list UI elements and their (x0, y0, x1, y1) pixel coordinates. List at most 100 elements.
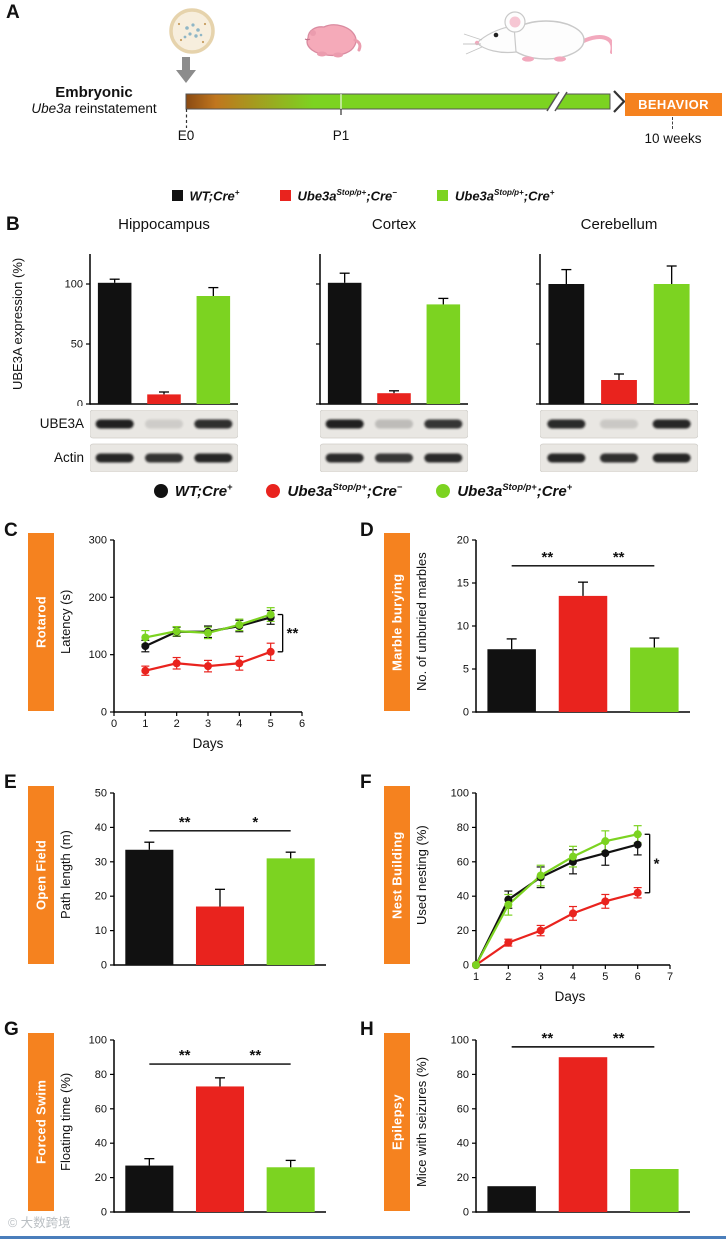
behavior-box: BEHAVIOR (625, 93, 722, 116)
bar (548, 284, 585, 404)
rotarod-ylabel: Latency (s) (58, 589, 73, 655)
bar (630, 1169, 679, 1212)
blot-band (325, 453, 364, 463)
openfield-ylabel: Path length (m) (58, 830, 73, 920)
nest-ylabel: Used nesting (%) (414, 825, 429, 925)
svg-text:100: 100 (89, 1035, 107, 1047)
svg-text:5: 5 (602, 971, 608, 983)
legend-item-0: WT;Cre+ (153, 482, 233, 500)
blot-band (547, 453, 586, 463)
series-line (475, 891, 638, 966)
cortex-chart (316, 254, 468, 405)
blot-band (600, 453, 638, 463)
blot-band (547, 419, 586, 429)
svg-text:60: 60 (457, 1103, 469, 1115)
blot-band (194, 453, 233, 463)
data-point (601, 897, 610, 906)
significance-stars: ** (613, 549, 625, 566)
blot-band (145, 419, 183, 429)
svg-text:7: 7 (667, 971, 673, 983)
nest-chart: 0 20 40 60 80 100 1 2 3 4 5 6 7 * (451, 788, 673, 984)
cerebellum-blot (540, 410, 698, 472)
svg-text:40: 40 (95, 822, 107, 834)
svg-text:2: 2 (505, 971, 511, 983)
nest-xlabel: Days (554, 989, 586, 1004)
page-bottom-rule (0, 1236, 726, 1239)
legend-item-2: Ube3aStop/p+;Cre+ (436, 188, 554, 203)
significance-stars: * (252, 814, 258, 831)
watermark: © 大数跨境 (8, 1216, 71, 1230)
bar (327, 282, 362, 404)
timeline-end-dash (672, 117, 673, 129)
legend-label: WT;Cre+ (174, 482, 233, 500)
embryo-icon (169, 8, 215, 54)
data-point (569, 852, 577, 861)
bar (147, 394, 181, 404)
square-marker (436, 190, 448, 202)
svg-text:10: 10 (457, 621, 469, 633)
significance-stars: ** (249, 1047, 261, 1064)
genotype-legend-circles: WT;Cre+ Ube3aStop/p+;Cre− Ube3aStop/p+;Cre… (0, 482, 726, 500)
panel-c-label: C (4, 520, 18, 541)
bar (195, 1086, 245, 1212)
bar (558, 1057, 608, 1212)
svg-text:100: 100 (451, 1035, 469, 1047)
cerebellum-chart (536, 254, 698, 405)
bar (195, 906, 245, 965)
legend-label: Ube3aStop/p+;Cre+ (457, 482, 573, 500)
swim-chart: 0 20 40 60 80 100 ** ** (89, 1035, 326, 1219)
data-point (172, 659, 181, 668)
blot-band (652, 419, 691, 429)
data-point (504, 900, 513, 909)
bar (125, 1165, 174, 1212)
svg-text:100: 100 (89, 649, 107, 661)
data-point (266, 647, 275, 656)
timeline-title-line2: Ube3a reinstatement (8, 101, 180, 116)
blot-band (424, 419, 463, 429)
bar (377, 393, 411, 404)
svg-text:1: 1 (142, 718, 148, 730)
significance-stars: ** (179, 1047, 191, 1064)
epilepsy-ylabel: Mice with seizures (%) (414, 1056, 429, 1188)
blot-band (95, 453, 134, 463)
bar (487, 1186, 536, 1212)
data-point (633, 888, 642, 897)
svg-text:2: 2 (174, 718, 180, 730)
rotarod-xlabel: Days (192, 736, 224, 751)
legend-label: Ube3aStop/p+;Cre− (297, 188, 397, 204)
legend-item-1: Ube3aStop/p+;Cre− (266, 482, 402, 500)
significance-stars: ** (613, 1030, 625, 1047)
open-field-sidebar-label: Open Field (28, 786, 54, 964)
svg-text:0: 0 (101, 707, 107, 719)
panel-b-label: B (6, 214, 20, 235)
cerebellum-title: Cerebellum (580, 216, 658, 233)
data-point (235, 620, 244, 629)
svg-text:3: 3 (205, 718, 211, 730)
data-point (141, 642, 150, 651)
svg-text:5: 5 (463, 664, 469, 676)
data-point (601, 837, 610, 846)
data-point (633, 840, 642, 849)
timeline-title-line1: Embryonic (55, 84, 133, 101)
svg-text:50: 50 (71, 339, 83, 351)
data-point (633, 830, 642, 839)
legend-label: Ube3aStop/p+;Cre− (287, 482, 403, 500)
cortex-blot (320, 410, 468, 472)
data-point (141, 666, 150, 675)
panel-a-label: A (6, 2, 20, 23)
significance-stars: ** (179, 814, 191, 831)
nest-building-sidebar-label: Nest Building (384, 786, 410, 964)
svg-text:4: 4 (236, 718, 242, 730)
cortex-title: Cortex (371, 216, 417, 233)
timeline-title-rest: reinstatement (71, 101, 157, 116)
data-point (235, 659, 244, 668)
square-marker (279, 190, 291, 202)
data-point (204, 628, 212, 637)
timeline-graphic (185, 90, 626, 128)
significance-stars: * (654, 856, 660, 873)
data-point (472, 961, 480, 969)
svg-text:0: 0 (101, 1207, 107, 1219)
svg-text:0: 0 (77, 399, 83, 407)
timeline-end-label: 10 weeks (644, 131, 702, 146)
